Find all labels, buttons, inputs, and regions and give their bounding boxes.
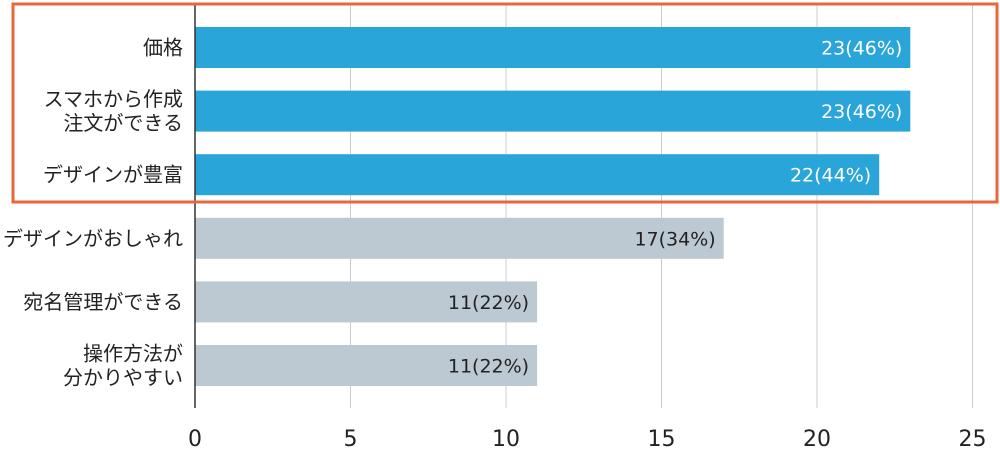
- category-label: 操作方法が: [83, 342, 183, 366]
- category-label: 価格: [143, 36, 183, 60]
- bar: [195, 27, 911, 68]
- category-label: 注文ができる: [63, 111, 183, 135]
- bar: [195, 345, 538, 386]
- x-tick-label: 25: [959, 427, 987, 452]
- x-tick-label: 15: [648, 427, 676, 452]
- data-label: 17(34%): [634, 228, 715, 250]
- data-label: 11(22%): [448, 356, 529, 378]
- category-label: スマホから作成: [44, 87, 183, 111]
- x-tick-label: 0: [188, 427, 202, 452]
- bar: [195, 154, 880, 196]
- x-tick-label: 5: [344, 427, 358, 452]
- data-label: 22(44%): [790, 165, 871, 187]
- category-label: デザインが豊富: [43, 163, 183, 187]
- bar: [195, 217, 724, 259]
- bars: 23(46%) 23(46%) 22(44%) 17(34%) 11(22%) 11(22…: [195, 27, 911, 386]
- grid-lines: [350, 4, 973, 408]
- data-label: 11(22%): [448, 292, 529, 314]
- data-label: 23(46%): [821, 101, 902, 123]
- x-tick-label: 20: [803, 427, 831, 452]
- x-axis-ticks: 0 5 10 15 20 25: [188, 427, 987, 452]
- category-label: デザインがおしゃれ: [3, 226, 183, 250]
- category-label: 分かりやすい: [63, 366, 183, 390]
- category-label: 宛名管理ができる: [23, 290, 183, 314]
- bar: [195, 281, 538, 323]
- highlight-box: [11, 2, 999, 204]
- category-labels: 価格スマホから作成注文ができるデザインが豊富デザインがおしゃれ宛名管理ができる操…: [3, 36, 183, 390]
- bar: [195, 90, 911, 132]
- data-label: 23(46%): [821, 38, 902, 60]
- x-tick-label: 10: [492, 427, 520, 452]
